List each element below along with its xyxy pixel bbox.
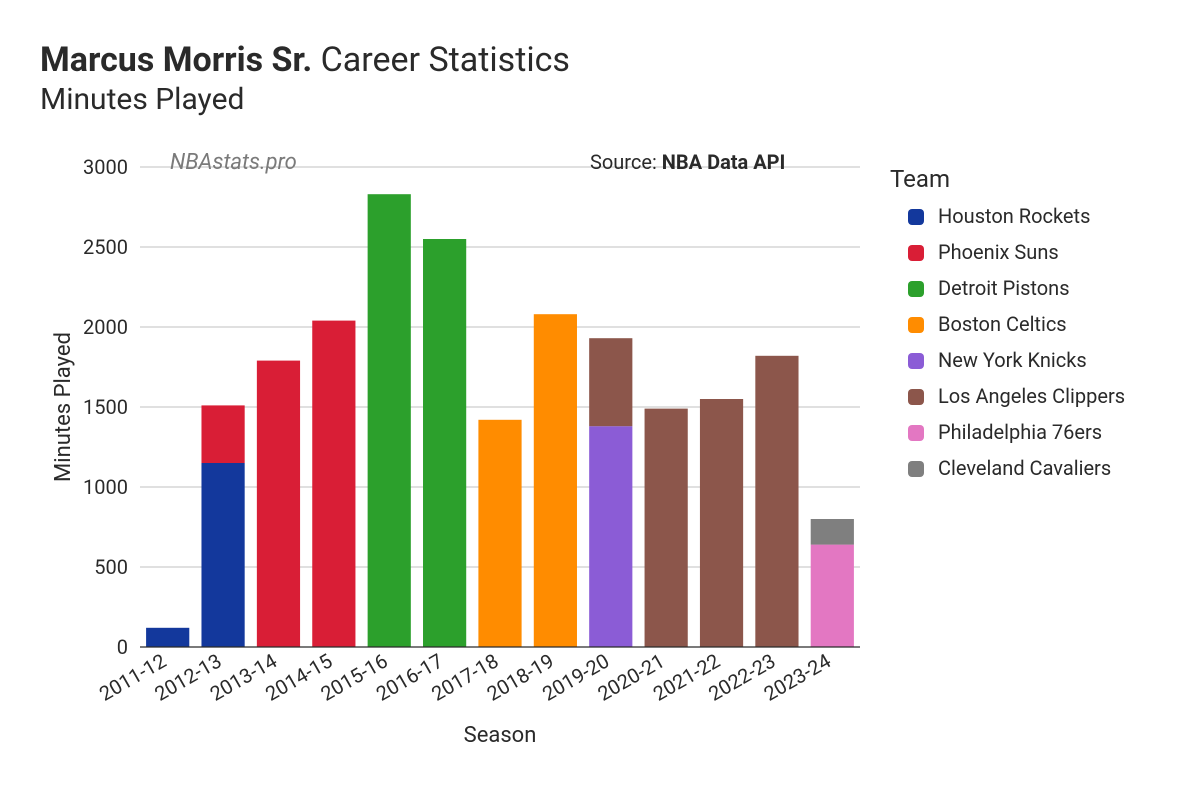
legend-swatch	[908, 245, 924, 261]
legend-swatch	[908, 461, 924, 477]
watermark: NBAstats.pro	[170, 150, 297, 175]
main-title: Marcus Morris Sr. Career Statistics	[40, 40, 1160, 80]
bar-segment	[368, 194, 411, 647]
legend-item-label: Philadelphia 76ers	[938, 420, 1102, 444]
title-suffix: Career Statistics	[321, 40, 570, 80]
bar-segment	[423, 239, 466, 647]
y-tick-label: 2500	[83, 235, 128, 259]
bar-segment	[257, 361, 300, 647]
legend-swatch	[908, 353, 924, 369]
bar-segment	[201, 405, 244, 463]
legend-item-label: Phoenix Suns	[938, 240, 1059, 264]
y-tick-label: 0	[117, 635, 128, 659]
legend-title: Team	[890, 165, 950, 193]
legend-item-label: New York Knicks	[938, 348, 1087, 372]
legend-swatch	[908, 389, 924, 405]
chart-svg: 0500100015002000250030002011-122012-1320…	[40, 137, 1160, 777]
legend-item-label: Los Angeles Clippers	[938, 384, 1125, 408]
bar-segment	[201, 463, 244, 647]
y-tick-label: 2000	[83, 315, 128, 339]
x-axis-label: Season	[464, 723, 537, 748]
bar-segment	[811, 519, 854, 545]
legend-swatch	[908, 425, 924, 441]
title-block: Marcus Morris Sr. Career Statistics Minu…	[40, 40, 1160, 117]
legend-swatch	[908, 209, 924, 225]
bar-segment	[755, 356, 798, 647]
y-tick-label: 3000	[83, 155, 128, 179]
bar-segment	[146, 628, 189, 647]
bar-segment	[700, 399, 743, 647]
legend-swatch	[908, 317, 924, 333]
subtitle: Minutes Played	[40, 82, 1160, 117]
legend-swatch	[908, 281, 924, 297]
bar-segment	[645, 409, 688, 647]
source-label: Source: NBA Data API	[590, 150, 785, 174]
legend-item-label: Detroit Pistons	[938, 276, 1070, 300]
bar-segment	[478, 420, 521, 647]
bar-segment	[589, 426, 632, 647]
chart-container: Marcus Morris Sr. Career Statistics Minu…	[0, 0, 1200, 800]
bar-segment	[312, 321, 355, 647]
y-axis-label: Minutes Played	[51, 332, 76, 482]
bar-segment	[534, 314, 577, 647]
legend-item-label: Houston Rockets	[938, 204, 1090, 228]
bar-segment	[811, 545, 854, 647]
legend-item-label: Boston Celtics	[938, 312, 1067, 336]
y-tick-label: 1500	[83, 395, 128, 419]
player-name: Marcus Morris Sr.	[40, 40, 312, 80]
chart-area: 0500100015002000250030002011-122012-1320…	[40, 137, 1160, 777]
legend-item-label: Cleveland Cavaliers	[938, 456, 1111, 480]
y-tick-label: 1000	[83, 475, 128, 499]
y-tick-label: 500	[94, 555, 128, 579]
bar-segment	[589, 338, 632, 426]
